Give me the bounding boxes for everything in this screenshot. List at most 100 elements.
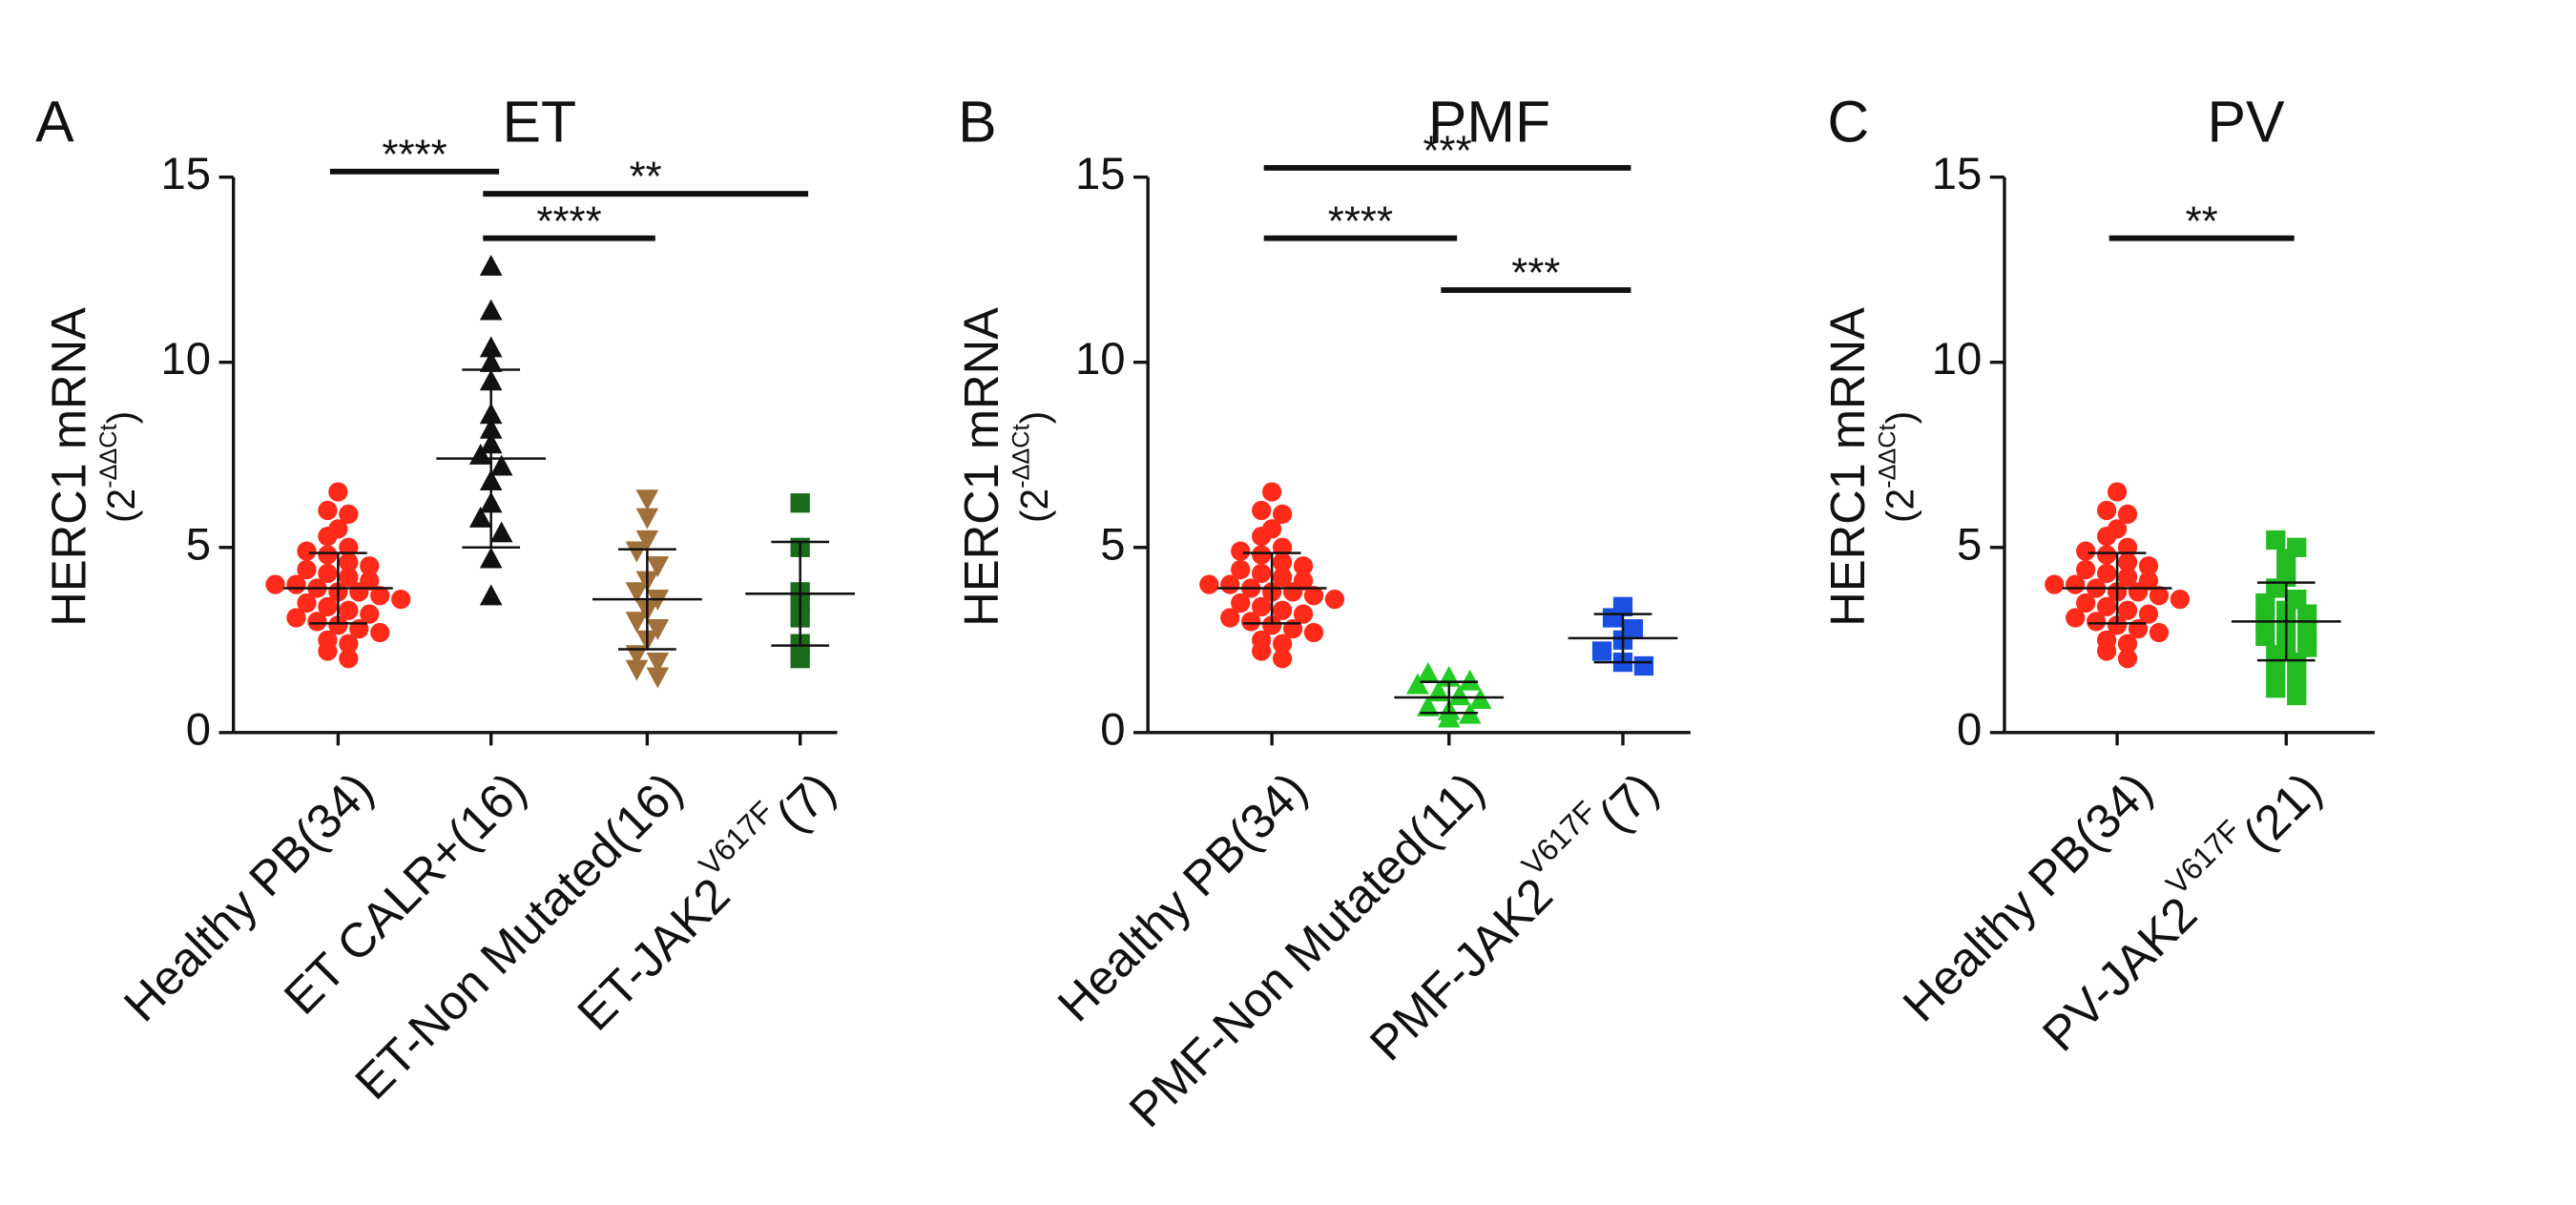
panel-letter: A: [35, 90, 74, 155]
data-point: [328, 482, 348, 502]
data-point: [339, 649, 359, 669]
data-point: [2266, 659, 2286, 679]
y-tick-label: 5: [1957, 519, 1982, 570]
data-point: [2149, 586, 2170, 606]
data-point: [479, 547, 503, 569]
y-tick-label: 0: [1100, 704, 1125, 755]
data-point: [2149, 622, 2170, 643]
data-point: [2138, 571, 2159, 591]
data-point: [479, 299, 503, 321]
y-axis-label: HERC1 mRNA: [1820, 307, 1875, 627]
data-point: [1231, 592, 1251, 613]
data-point: [307, 612, 327, 632]
data-point: [1417, 695, 1440, 717]
significance-label: **: [2186, 197, 2218, 244]
data-point: [370, 586, 390, 606]
y-tick-label: 10: [1075, 334, 1126, 384]
data-point: [328, 615, 348, 635]
data-point: [1623, 619, 1644, 639]
label-part: (21): [2233, 761, 2332, 861]
data-point: [1633, 655, 1654, 676]
y-axis-label: HERC1 mRNA: [954, 307, 1008, 627]
data-point: [2096, 545, 2117, 565]
data-point: [479, 350, 503, 372]
data-point: [2096, 563, 2117, 584]
label-part: V617F: [2159, 814, 2247, 902]
data-point: [339, 552, 359, 572]
data-point: [625, 541, 649, 563]
data-point: [1262, 482, 1282, 502]
data-point: [1303, 586, 1324, 606]
data-point: [2138, 556, 2159, 576]
significance-label: ****: [382, 131, 447, 177]
data-point: [2107, 482, 2128, 502]
unit-exponent: -ΔΔCt: [1874, 424, 1901, 488]
data-point: [489, 521, 513, 543]
data-point: [1231, 541, 1251, 561]
data-point: [1406, 673, 1429, 695]
unit-exponent: -ΔΔCt: [1008, 424, 1034, 488]
data-point: [297, 592, 317, 613]
chart-title: PV: [2208, 90, 2286, 155]
data-point: [2096, 596, 2117, 617]
data-point: [1199, 574, 1219, 594]
data-point: [1252, 596, 1272, 617]
data-point: [265, 574, 285, 594]
data-point: [318, 545, 338, 565]
data-point: [646, 652, 670, 674]
data-point: [2096, 630, 2117, 650]
data-point: [2107, 615, 2128, 635]
data-point: [2170, 590, 2190, 610]
data-point: [635, 489, 659, 511]
data-point: [625, 582, 649, 604]
data-point: [1252, 500, 1272, 521]
y-tick-label: 15: [161, 149, 212, 199]
label-part: PV-JAK2: [2032, 886, 2208, 1062]
unit-base: (2: [99, 488, 143, 523]
chart-title: ET: [502, 90, 576, 155]
label-part: (7): [1588, 761, 1668, 841]
data-point: [468, 506, 492, 528]
data-point: [2266, 530, 2286, 551]
unit-exponent: -ΔΔCt: [94, 424, 121, 488]
data-point: [2045, 574, 2065, 594]
data-point: [2287, 685, 2307, 706]
data-point: [2287, 537, 2307, 557]
data-point: [391, 590, 411, 610]
data-point: [2117, 600, 2138, 620]
data-point: [286, 608, 306, 628]
data-point: [297, 559, 317, 580]
data-point: [1272, 567, 1293, 587]
data-point: [1231, 559, 1251, 580]
y-tick-label: 0: [186, 704, 211, 755]
significance-label: ***: [1511, 250, 1560, 297]
data-point: [1272, 552, 1293, 572]
data-point: [1591, 641, 1612, 661]
y-tick-label: 15: [1932, 149, 1983, 199]
data-point: [2117, 504, 2138, 524]
data-point: [1272, 634, 1293, 654]
label-part: V617F: [693, 795, 780, 883]
y-axis-unit: (2-ΔΔCt): [1874, 411, 1922, 523]
data-point: [646, 619, 670, 640]
data-point: [1241, 612, 1261, 632]
data-point: [2255, 626, 2275, 647]
x-tick-label: PV-JAK2V617F(21): [2023, 753, 2331, 1061]
data-point: [790, 493, 810, 513]
data-point: [1293, 556, 1314, 576]
data-point: [479, 336, 503, 358]
label-part: V617F: [1515, 795, 1603, 883]
data-point: [489, 454, 513, 476]
data-point: [360, 571, 380, 591]
data-point: [1447, 684, 1471, 706]
data-point: [1272, 600, 1293, 620]
data-point: [479, 584, 503, 606]
data-point: [328, 519, 348, 539]
y-tick-label: 10: [1932, 334, 1983, 384]
data-point: [790, 649, 810, 669]
data-point: [370, 622, 390, 643]
data-point: [646, 556, 670, 578]
data-point: [2096, 500, 2117, 521]
data-point: [360, 604, 380, 624]
